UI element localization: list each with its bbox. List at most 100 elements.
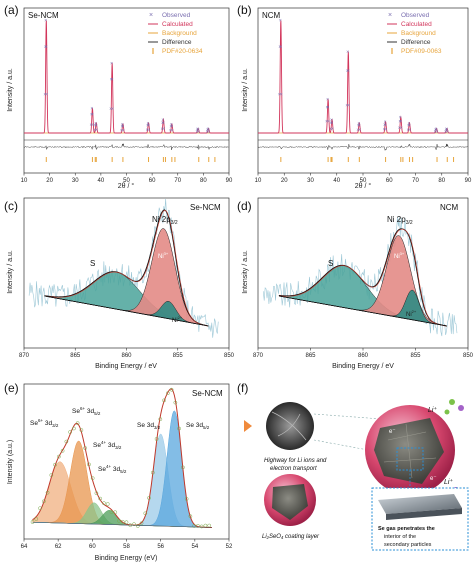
- x-tick-label: 64: [21, 544, 28, 550]
- panel-a-label: (a): [4, 3, 19, 17]
- panel-c-plot: [28, 199, 219, 338]
- x-tick-label: 60: [89, 544, 96, 550]
- panel-e-plot: [30, 387, 212, 529]
- observed-point: [188, 514, 193, 519]
- panel-c-peak-label: Ni 2p3/2: [152, 215, 178, 226]
- label-part: 3d: [85, 408, 94, 415]
- observed-point: [207, 523, 212, 528]
- observed-point: ×: [170, 122, 173, 128]
- se-peak-label: Se4+ 3d3/2: [93, 440, 122, 450]
- observed-point: ×: [120, 124, 123, 130]
- observed-point: ×: [327, 119, 330, 125]
- observed-point: ×: [434, 129, 437, 135]
- panel-c-ni2-label: Ni2+: [172, 315, 183, 324]
- label-sub: 3/2: [154, 425, 161, 430]
- observed-point: ×: [169, 124, 172, 130]
- x-tick-label: 860: [121, 353, 132, 359]
- panel-d-ni3-label: Ni3+: [394, 251, 405, 260]
- observed-point: ×: [111, 107, 114, 113]
- tem-texture: [271, 411, 307, 441]
- observed-point: ×: [94, 123, 97, 129]
- observed-point: ×: [169, 128, 172, 134]
- observed-point: ×: [196, 128, 199, 134]
- observed-point: [94, 491, 99, 496]
- calculated-curve: [24, 20, 229, 134]
- observed-point: ×: [147, 121, 150, 127]
- raw-data: [262, 217, 458, 337]
- observed-point: [87, 462, 91, 467]
- panel-a: (a) Se-NCM Intensity / a.u. 2θ / ° ×××××…: [4, 3, 233, 190]
- observed-point: [113, 510, 118, 515]
- observed-point: ×: [161, 121, 164, 127]
- legend-observed: Observed: [401, 12, 430, 19]
- observed-point: ×: [407, 123, 410, 129]
- legend-observed: Observed: [162, 12, 191, 19]
- se-gas-caption-2: interior of the: [384, 534, 416, 540]
- x-tick-label: 80: [200, 178, 207, 184]
- observed-point: [173, 400, 178, 405]
- observed-point: ×: [44, 44, 47, 50]
- observed-point: ×: [206, 129, 209, 135]
- x-tick-label: 865: [70, 353, 81, 359]
- panel-a-frame: [23, 7, 230, 174]
- observed-point: ×: [162, 126, 165, 132]
- se-peak-label: Se6+ 3d3/2: [30, 418, 59, 428]
- label-sup: 4+: [106, 464, 112, 469]
- fit-envelope: [32, 388, 212, 528]
- panel-f: (f) Highway for Li ions and electron tra…: [237, 381, 469, 551]
- li-ion-label-top: Li⁺: [428, 406, 437, 414]
- observed-point: [79, 428, 84, 432]
- se-gas-caption-3: secondary particles: [384, 542, 432, 548]
- highway-caption-1: Highway for Li ions and: [264, 458, 327, 464]
- x-tick-label: 10: [21, 178, 28, 184]
- observed-point: ×: [161, 117, 164, 123]
- observed-point: [162, 398, 166, 403]
- x-tick-label: 870: [19, 353, 30, 359]
- observed-point: ×: [407, 121, 410, 127]
- panel-e: (e) Se-NCM Intensity (a.u.) Binding Ener…: [4, 381, 233, 562]
- panel-c: (c) Se-NCM Intensity / a.u. Binding Ener…: [4, 197, 235, 370]
- observed-point: [139, 521, 144, 526]
- observed-point: [53, 462, 57, 467]
- x-tick-label: 90: [465, 178, 472, 184]
- observed-point: ×: [408, 123, 411, 129]
- panel-d: (d) NCM Intensity / a.u. Binding Energy …: [237, 197, 474, 370]
- panel-b-pdf-ticks: [280, 157, 455, 162]
- difference-curve: [257, 143, 468, 152]
- grain-boundaries: [383, 423, 437, 479]
- observed-point: ×: [384, 120, 387, 126]
- observed-point: ×: [160, 126, 163, 132]
- label-part: 3d: [106, 442, 115, 449]
- se-gas-caption-1: Se gas penetrates the: [378, 526, 435, 532]
- observed-point: [181, 465, 185, 470]
- x-tick-label: 70: [174, 178, 181, 184]
- observed-point: [147, 496, 151, 500]
- observed-point: ×: [110, 77, 113, 83]
- x-tick-label: 30: [307, 178, 314, 184]
- observed-point: [45, 490, 50, 495]
- label-sub: 3/2: [52, 423, 59, 428]
- se-peak-label: Se4+ 3d5/2: [98, 464, 127, 474]
- observed-point: ×: [356, 127, 359, 133]
- label-part: 3d: [43, 420, 52, 427]
- fit-curve: [279, 228, 447, 327]
- observed-point: ×: [45, 44, 48, 50]
- x-tick-label: 20: [281, 178, 288, 184]
- x-tick-label: 855: [410, 353, 421, 359]
- coating-caption: Li₂SeO₄ coating layer: [262, 534, 320, 540]
- panel-a-xlabel: 2θ / °: [118, 182, 135, 190]
- observed-point: ×: [330, 117, 333, 123]
- observed-point: [49, 473, 54, 477]
- inset-slab-side: [386, 508, 462, 520]
- tem-image: [266, 402, 314, 450]
- observed-point: ×: [325, 119, 328, 125]
- observed-point: ×: [445, 128, 448, 134]
- panel-e-sample: Se-NCM: [192, 389, 223, 398]
- observed-point: ×: [407, 127, 410, 133]
- observed-point: ×: [280, 92, 283, 98]
- observed-point: [64, 439, 69, 444]
- observed-point: [117, 518, 121, 523]
- li-ion-icon: [458, 405, 464, 411]
- legend-observed-marker: ×: [149, 12, 153, 19]
